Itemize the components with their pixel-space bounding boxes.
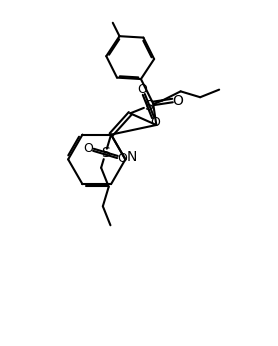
Text: O: O — [137, 83, 147, 96]
Text: O: O — [172, 93, 183, 108]
Text: S: S — [144, 99, 153, 113]
Text: O: O — [118, 152, 128, 165]
Text: O: O — [150, 116, 160, 129]
Text: N: N — [126, 150, 136, 164]
Text: O: O — [83, 142, 93, 155]
Text: S: S — [101, 146, 110, 161]
